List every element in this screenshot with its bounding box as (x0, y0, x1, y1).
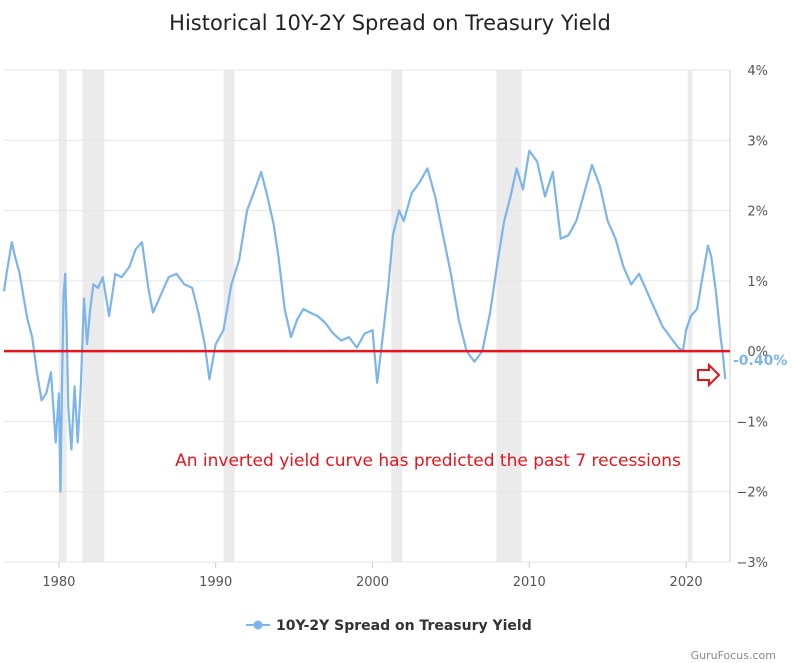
series-layer (2, 149, 727, 493)
x-axis-ticks: 1980 1990 2000 2010 2020 (42, 562, 703, 590)
recession-bands (58, 70, 693, 562)
watermark: GuruFocus.com (691, 649, 776, 662)
recession-band-2 (82, 70, 105, 562)
y-tick-label: 0% (747, 345, 768, 360)
y-tick-label: 4% (747, 64, 768, 79)
x-tick-label: 1990 (199, 575, 232, 590)
arrow-icon (697, 362, 721, 388)
recession-band-3 (223, 70, 235, 562)
legend[interactable]: 10Y-2Y Spread on Treasury Yield (246, 618, 532, 634)
recession-band-4 (391, 70, 403, 562)
gridlines (4, 69, 730, 563)
chart-title: Historical 10Y-2Y Spread on Treasury Yie… (169, 11, 611, 35)
legend-label: 10Y-2Y Spread on Treasury Yield (276, 618, 532, 634)
recession-band-5 (496, 70, 522, 562)
y-tick-label: −3% (736, 556, 768, 571)
series-line-1[interactable] (2, 149, 727, 493)
y-tick-label: −2% (736, 486, 768, 501)
y-tick-label: 1% (747, 275, 768, 290)
x-tick-label: 1980 (42, 575, 75, 590)
y-axis-ticks: 4% 3% 2% 1% 0% −1% −2% −3% (736, 64, 768, 571)
x-tick-label: 2020 (670, 575, 703, 590)
legend-marker-icon (253, 620, 263, 630)
x-tick-label: 2010 (513, 575, 546, 590)
y-tick-label: 2% (747, 205, 768, 220)
annotation-text: An inverted yield curve has predicted th… (175, 451, 681, 471)
last-value-label: -0.40% (733, 353, 787, 369)
x-tick-label: 2000 (356, 575, 389, 590)
y-tick-label: −1% (736, 415, 768, 430)
y-tick-label: 3% (747, 134, 768, 149)
